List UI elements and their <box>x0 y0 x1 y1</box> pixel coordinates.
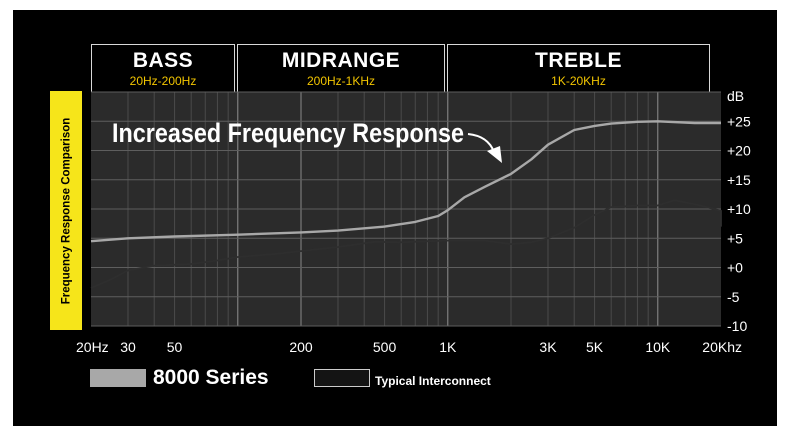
legend-label-typical-interconnect: Typical Interconnect <box>375 374 491 388</box>
band-midrange-title: MIDRANGE <box>281 49 401 72</box>
series-layer <box>90 120 722 289</box>
band-midrange-range: 200Hz-1KHz <box>306 74 376 88</box>
band-bass-range: 20Hz-200Hz <box>129 74 197 88</box>
y-tick-label: +0 <box>727 260 743 276</box>
y-tick-label: +20 <box>727 143 751 159</box>
x-tick-label: 10K <box>645 339 671 355</box>
x-tick-label: 20Khz <box>702 339 742 355</box>
x-tick-label: 500 <box>373 339 397 355</box>
y-tick-label: -10 <box>727 318 747 334</box>
y-tick-label: +15 <box>727 172 751 188</box>
band-treble: TREBLE 1K-20KHz <box>447 44 710 92</box>
y-tick-label: +25 <box>727 113 751 129</box>
annotation-text: Increased Frequency Response <box>112 118 464 148</box>
x-tick-label: 50 <box>167 339 183 355</box>
x-tick-label: 3K <box>539 339 557 355</box>
series-line-8000-series <box>90 120 721 243</box>
annotation-arrowhead <box>487 146 502 163</box>
side-label: Frequency Response Comparison <box>50 91 82 330</box>
x-tick-label: 5K <box>586 339 604 355</box>
series-line-typical-interconnect <box>90 199 722 289</box>
band-bass-title: BASS <box>132 49 194 72</box>
x-tick-labels: 20Hz 30 50 200 500 1K 3K 5K 10K 20Khz <box>76 339 742 355</box>
y-tick-label: -5 <box>727 289 740 305</box>
band-treble-range: 1K-20KHz <box>551 74 606 88</box>
x-tick-label: 200 <box>289 339 313 355</box>
x-tick-label: 20Hz <box>76 339 109 355</box>
y-tick-labels: +25 +20 +15 +10 +5 +0 -5 -10 <box>727 113 751 334</box>
legend-label-8000-series: 8000 Series <box>153 366 269 389</box>
y-tick-label: +5 <box>727 230 743 246</box>
legend-swatch-8000-series <box>90 369 146 387</box>
band-midrange: MIDRANGE 200Hz-1KHz <box>237 44 445 92</box>
y-tick-label: +10 <box>727 201 751 217</box>
legend-swatch-typical-interconnect <box>314 369 370 387</box>
x-tick-label: 1K <box>439 339 457 355</box>
band-treble-title: TREBLE <box>535 49 622 72</box>
band-bass: BASS 20Hz-200Hz <box>91 44 235 92</box>
x-tick-label: 30 <box>120 339 136 355</box>
y-axis-label: dB <box>727 88 744 104</box>
